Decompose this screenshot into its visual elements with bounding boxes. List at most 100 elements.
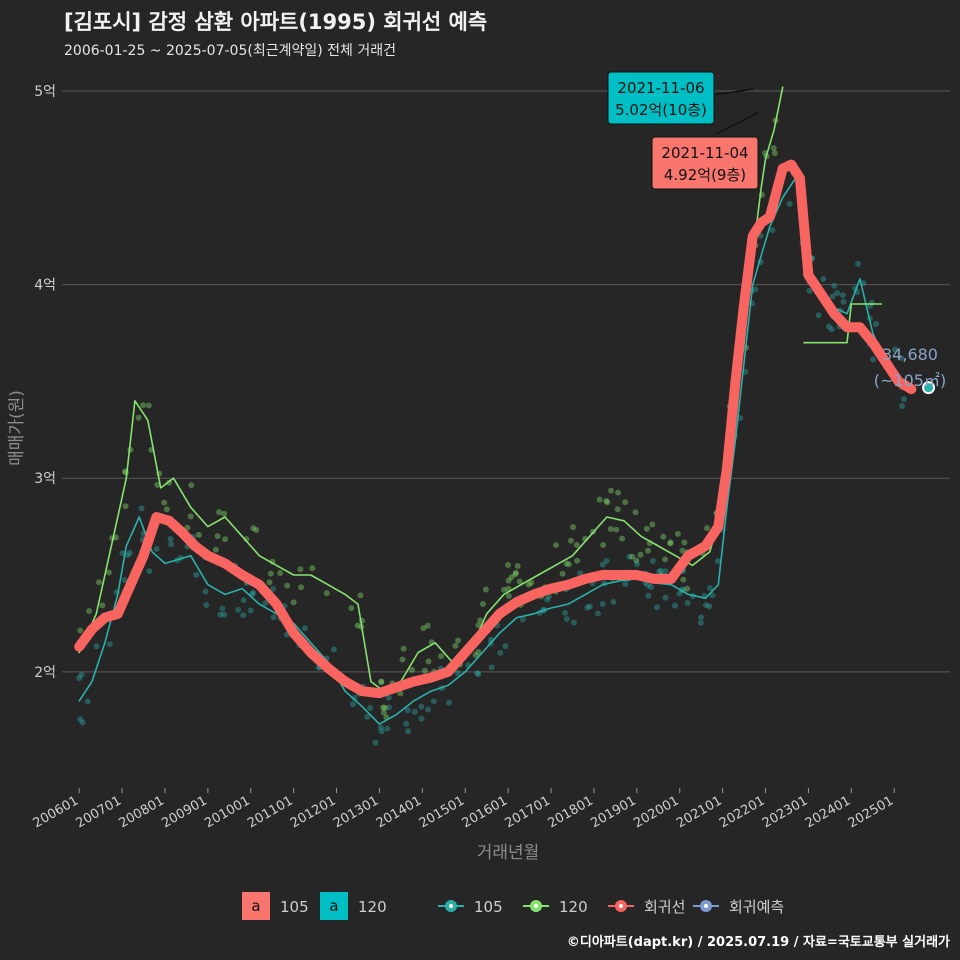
scatter-point-120 — [660, 533, 667, 540]
scatter-point-105 — [106, 641, 113, 648]
x-tick-label: 201001 — [202, 793, 252, 831]
scatter-point-105 — [219, 605, 226, 612]
y-tick-label: 3억 — [34, 471, 56, 487]
x-tick-label: 202501 — [846, 793, 896, 831]
scatter-point-120 — [409, 666, 416, 673]
legend-key-letter: a — [329, 897, 338, 915]
scatter-point-120 — [221, 510, 228, 517]
x-tick-label: 201901 — [588, 793, 638, 831]
scatter-point-120 — [516, 578, 523, 585]
scatter-point-120 — [397, 690, 404, 697]
scatter-point-105 — [676, 590, 683, 597]
scatter-point-105 — [217, 611, 224, 618]
scatter-point-105 — [786, 200, 793, 207]
scatter-point-105 — [599, 561, 606, 568]
scatter-point-105 — [714, 558, 721, 565]
scatter-point-105 — [384, 725, 391, 732]
scatter-point-105 — [385, 694, 392, 701]
scatter-point-120 — [378, 679, 385, 686]
scatter-point-120 — [212, 546, 219, 553]
scatter-point-105 — [475, 671, 482, 678]
scatter-point-120 — [354, 622, 361, 629]
legend-point-center — [534, 904, 538, 908]
x-tick-label: 200801 — [116, 793, 166, 831]
scatter-point-105 — [898, 354, 905, 361]
scatter-point-120 — [565, 561, 572, 568]
scatter-point-120 — [297, 566, 304, 573]
scatter-point-120 — [290, 599, 297, 606]
scatter-point-105 — [372, 739, 379, 746]
scatter-point-105 — [825, 323, 832, 330]
legend-label-105: 105 — [474, 898, 503, 916]
scatter-point-120 — [600, 542, 607, 549]
scatter-point-105 — [418, 715, 425, 722]
annotation-120-date: 2021-11-06 — [617, 79, 704, 97]
x-tick-label: 201701 — [503, 793, 553, 831]
caption: ©디아파트(dapt.kr) / 2025.07.19 / 자료=국토교통부 실… — [566, 935, 950, 950]
annotation-120-price: 5.02억(10층) — [615, 101, 707, 119]
scatter-point-120 — [420, 625, 427, 632]
scatter-point-105 — [351, 694, 358, 701]
scatter-point-105 — [262, 600, 269, 607]
y-axis: 2억 3억 4억 5억 — [34, 84, 56, 681]
scatter-point-105 — [76, 675, 83, 682]
scatter-point-120 — [277, 569, 284, 576]
scatter-point-105 — [425, 706, 432, 713]
scatter-point-120 — [662, 556, 669, 563]
scatter-point-120 — [553, 542, 560, 549]
scatter-point-120 — [770, 145, 777, 152]
scatter-point-105 — [697, 619, 704, 626]
scatter-point-120 — [455, 637, 462, 644]
scatter-point-120 — [421, 667, 428, 674]
scatter-point-120 — [667, 540, 674, 547]
scatter-point-105 — [93, 643, 100, 650]
scatter-point-105 — [430, 698, 437, 705]
x-tick-label: 200901 — [159, 793, 209, 831]
scatter-point-120 — [508, 574, 515, 581]
scatter-point-120 — [105, 569, 112, 576]
scatter-point-120 — [505, 562, 512, 569]
scatter-point-120 — [77, 627, 84, 634]
scatter-point-105 — [834, 289, 841, 296]
x-tick-label: 202001 — [631, 793, 681, 831]
forecast-value-label: 34,680 — [882, 345, 938, 364]
scatter-point-105 — [599, 600, 606, 607]
series-lines — [74, 86, 936, 725]
legend-label-105: 105 — [280, 898, 309, 916]
scatter-point-105 — [840, 298, 847, 305]
x-tick-label: 202101 — [674, 793, 724, 831]
x-axis: 2006012007012008012009012010012011012012… — [31, 788, 896, 831]
scatter-point-105 — [167, 536, 174, 543]
scatter-point-105 — [202, 588, 209, 595]
scatter-point-105 — [367, 705, 374, 712]
scatter-point-105 — [603, 557, 610, 564]
scatter-point-105 — [703, 602, 710, 609]
scatter-point-105 — [247, 607, 254, 614]
scatter-point-120 — [674, 530, 681, 537]
x-tick-label: 201501 — [417, 793, 467, 831]
scatter-point-120 — [684, 585, 691, 592]
x-tick-label: 201101 — [245, 793, 295, 831]
scatter-point-105 — [78, 671, 85, 678]
forecast-area-label: (~105㎡) — [874, 371, 946, 390]
scatter-point-105 — [349, 701, 356, 708]
scatter-point-120 — [475, 622, 482, 629]
scatter-point-120 — [501, 586, 508, 593]
scatter-point-105 — [709, 592, 716, 599]
x-tick-label: 200701 — [74, 793, 124, 831]
scatter-point-105 — [203, 601, 210, 608]
grid-lines — [62, 90, 950, 673]
scatter-point-105 — [411, 708, 418, 715]
scatter-point-105 — [168, 541, 175, 548]
annotation-105-price: 4.92억(9층) — [664, 166, 746, 184]
scatter-point-105 — [519, 616, 526, 623]
scatter-point-120 — [614, 506, 621, 513]
scatter-point-120 — [216, 509, 223, 516]
scatter-point-120 — [679, 547, 686, 554]
annotation-120-box — [607, 71, 715, 125]
scatter-point-120 — [563, 560, 570, 567]
scatter-point-105 — [839, 292, 846, 299]
scatter-point-120 — [425, 658, 432, 665]
scatter-point-120 — [607, 526, 614, 533]
